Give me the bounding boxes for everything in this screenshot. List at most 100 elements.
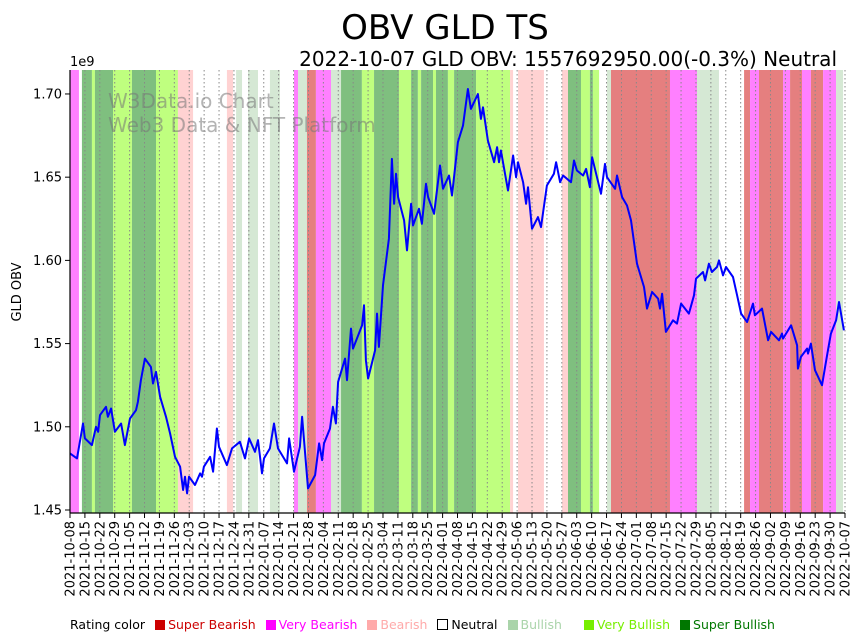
legend-swatch bbox=[367, 619, 378, 630]
x-tick-label: 2022-02-25 bbox=[362, 521, 377, 597]
legend-label: Super Bullish bbox=[693, 617, 775, 632]
band-super-bullish bbox=[131, 70, 157, 513]
band-bullish bbox=[606, 70, 612, 513]
band-super-bullish bbox=[568, 70, 581, 513]
watermark: W3Data.io Chart Web3 Data & NFT Platform bbox=[108, 89, 376, 137]
band-very-bearish bbox=[783, 70, 791, 513]
legend: Rating color Super Bearish Very Bearish Be… bbox=[70, 617, 775, 632]
band-super-bullish bbox=[81, 70, 92, 513]
legend-swatch bbox=[265, 619, 276, 630]
x-tick-label: 2021-12-24 bbox=[227, 521, 242, 597]
x-tick-label: 2022-04-22 bbox=[481, 521, 496, 597]
legend-item-neutral: Neutral bbox=[437, 617, 498, 632]
band-very-bearish bbox=[750, 70, 759, 513]
x-tick-label: 2021-11-05 bbox=[123, 521, 138, 597]
legend-label: Very Bullish bbox=[596, 617, 671, 632]
x-tick-label: 2022-09-16 bbox=[794, 521, 809, 597]
band-bearish bbox=[562, 70, 569, 513]
x-tick-label: 2021-12-31 bbox=[242, 521, 257, 597]
band-super-bearish bbox=[744, 70, 751, 513]
band-very-bullish bbox=[592, 70, 600, 513]
band-bearish bbox=[510, 70, 514, 513]
x-tick-label: 2022-03-25 bbox=[421, 521, 436, 597]
legend-item-super-bearish: Super Bearish bbox=[155, 617, 256, 632]
band-very-bearish bbox=[823, 70, 837, 513]
band-super-bearish bbox=[611, 70, 670, 513]
band-very-bullish bbox=[417, 70, 422, 513]
band-super-bullish bbox=[411, 70, 418, 513]
x-tick-label: 2022-07-01 bbox=[630, 521, 645, 597]
x-tick-label: 2021-11-12 bbox=[138, 521, 153, 597]
obv-series bbox=[69, 88, 845, 495]
x-tick-label: 2022-04-29 bbox=[496, 521, 511, 597]
band-bullish bbox=[236, 70, 243, 513]
band-super-bearish bbox=[790, 70, 802, 513]
x-tick-label: 2022-01-07 bbox=[257, 521, 272, 597]
legend-item-super-bullish: Super Bullish bbox=[680, 617, 775, 632]
legend-swatch bbox=[155, 619, 166, 630]
x-tick-label: 2022-04-15 bbox=[466, 521, 481, 597]
x-tick-label: 2022-01-14 bbox=[272, 521, 287, 597]
band-bullish bbox=[331, 70, 342, 513]
axes: 2021-10-08 2021-10-15 2021-10-22 2021-10-29… bbox=[33, 70, 854, 597]
band-very-bearish bbox=[801, 70, 811, 513]
x-tick-label: 2021-10-29 bbox=[108, 521, 123, 597]
band-super-bearish bbox=[810, 70, 824, 513]
x-tick-label: 2022-09-02 bbox=[764, 521, 779, 597]
x-tick-label: 2022-07-15 bbox=[660, 521, 675, 597]
x-tick-label: 2022-10-07 bbox=[839, 521, 854, 597]
x-tick-label: 2022-09-09 bbox=[779, 521, 794, 597]
x-tick-label: 2022-06-17 bbox=[600, 521, 615, 597]
band-super-bearish bbox=[306, 70, 316, 513]
x-tick-label: 2022-02-11 bbox=[332, 521, 347, 597]
x-tick-label: 2022-05-27 bbox=[555, 521, 570, 597]
x-tick-label: 2022-08-19 bbox=[734, 521, 749, 597]
legend-label: Super Bearish bbox=[168, 617, 256, 632]
band-bullish bbox=[836, 70, 844, 513]
legend-swatch bbox=[507, 619, 518, 630]
band-bearish bbox=[517, 70, 544, 513]
band-bullish bbox=[247, 70, 259, 513]
legend-item-bearish: Bearish bbox=[367, 617, 427, 632]
rating-bands bbox=[70, 70, 844, 513]
grid-lines bbox=[69, 70, 846, 513]
x-tick-label: 2022-08-12 bbox=[719, 521, 734, 597]
band-super-bullish bbox=[421, 70, 434, 513]
chart-subtitle: 2022-10-07 GLD OBV: 1557692950.00(-0.3%)… bbox=[299, 47, 837, 71]
band-very-bullish bbox=[580, 70, 590, 513]
x-tick-label: 2022-09-30 bbox=[824, 521, 839, 597]
band-bearish bbox=[226, 70, 234, 513]
band-very-bullish bbox=[113, 70, 132, 513]
y-tick-label: 1.65 bbox=[33, 171, 62, 186]
x-tick-label: 2021-12-03 bbox=[183, 521, 198, 597]
x-tick-label: 2022-07-08 bbox=[645, 521, 660, 597]
band-very-bullish bbox=[476, 70, 511, 513]
x-tick-label: 2022-05-13 bbox=[526, 521, 541, 597]
x-tick-label: 2022-08-26 bbox=[749, 521, 764, 597]
y-tick-label: 1.60 bbox=[33, 254, 62, 269]
x-tick-label: 2022-06-10 bbox=[585, 521, 600, 597]
x-tick-label: 2022-03-04 bbox=[376, 521, 391, 597]
band-bullish bbox=[298, 70, 307, 513]
legend-label: Bearish bbox=[380, 617, 428, 632]
legend-item-very-bearish: Very Bearish bbox=[265, 617, 357, 632]
x-tick-label: 2022-05-20 bbox=[540, 521, 555, 597]
y-axis-label: GLD OBV bbox=[10, 262, 25, 321]
legend-swatch bbox=[437, 619, 449, 630]
x-tick-label: 2022-06-03 bbox=[570, 521, 585, 597]
x-tick-label: 2022-03-11 bbox=[391, 521, 406, 597]
x-tick-label: 2021-11-19 bbox=[153, 521, 168, 597]
x-tick-label: 2021-10-15 bbox=[78, 521, 93, 597]
x-tick-label: 2022-03-18 bbox=[406, 521, 421, 597]
x-tick-label: 2022-02-04 bbox=[317, 521, 332, 597]
legend-swatch bbox=[680, 619, 691, 630]
x-tick-label: 2022-04-08 bbox=[451, 521, 466, 597]
x-tick-label: 2021-12-17 bbox=[213, 521, 228, 597]
x-tick-label: 2022-01-28 bbox=[302, 521, 317, 597]
watermark-line-1: W3Data.io Chart bbox=[108, 89, 274, 113]
x-tick-label: 2021-12-10 bbox=[198, 521, 213, 597]
band-very-bearish bbox=[293, 70, 299, 513]
band-very-bearish bbox=[669, 70, 698, 513]
